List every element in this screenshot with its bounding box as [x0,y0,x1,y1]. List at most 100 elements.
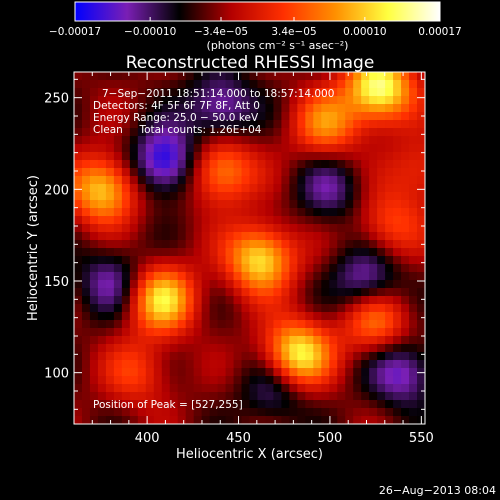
heatmap-cell [249,80,259,89]
heatmap-cell [273,328,283,337]
heatmap-cell [105,120,115,129]
heatmap-cell [273,216,283,225]
heatmap-cell [217,104,227,113]
heatmap-cell [409,304,418,313]
heatmap-cell [105,320,115,329]
heatmap-cell [393,376,402,385]
heatmap-cell [273,232,283,241]
heatmap-cell [113,288,123,297]
heatmap-cell [249,400,259,409]
heatmap-cell [185,296,195,305]
heatmap-cell [417,352,425,361]
heatmap-cell [305,104,314,113]
heatmap-cell [257,368,267,377]
heatmap-cell [161,400,171,409]
heatmap-cell [81,296,91,305]
heatmap-cell [161,392,171,401]
heatmap-cell [305,376,314,385]
heatmap-cell [74,208,83,217]
heatmap-cell [297,368,306,377]
heatmap-cell [417,120,425,129]
heatmap-cell [97,256,107,265]
heatmap-cell [297,160,306,169]
heatmap-cell [201,352,211,361]
heatmap-cell [153,376,163,385]
heatmap-cell [74,400,83,409]
heatmap-cell [313,320,322,329]
heatmap-cell [249,256,259,265]
heatmap-cell [201,360,211,369]
heatmap-cell [81,216,91,225]
heatmap-cell [137,280,147,289]
heatmap-cell [233,136,243,145]
heatmap-cell [353,200,362,209]
heatmap-cell [417,360,425,369]
heatmap-cell [105,296,115,305]
heatmap-cell [249,288,259,297]
heatmap-cell [241,72,251,81]
heatmap-cell [321,144,330,153]
heatmap-cell [193,80,203,89]
heatmap-cell [97,272,107,281]
heatmap-cell [81,336,91,345]
heatmap-cell [177,296,187,305]
heatmap-cell [233,248,243,257]
heatmap-cell [161,264,171,273]
heatmap-cell [129,152,139,161]
heatmap-cell [257,88,267,97]
heatmap-cell [249,184,259,193]
heatmap-cell [345,392,354,401]
heatmap-cell [257,312,267,321]
heatmap-cell [145,88,155,97]
heatmap-cell [281,368,290,377]
heatmap-cell [209,272,219,281]
heatmap-cell [329,400,338,409]
heatmap-cell [409,176,418,185]
heatmap-cell [353,384,362,393]
heatmap-cell [409,104,418,113]
heatmap-cell [377,320,386,329]
heatmap-cell [385,296,394,305]
heatmap-cell [129,216,139,225]
heatmap-cell [145,408,155,417]
heatmap-cell [393,304,402,313]
heatmap-cell [241,96,251,105]
heatmap-cell [353,392,362,401]
heatmap-cell [273,208,283,217]
heatmap-cell [225,80,235,89]
heatmap-cell [249,280,259,289]
heatmap-cell [289,312,298,321]
heatmap-cell [89,368,99,377]
x-axis-label: Heliocentric X (arcsec) [176,447,323,462]
heatmap-cell [361,232,370,241]
heatmap-cell [201,280,211,289]
heatmap-cell [81,96,91,105]
heatmap-cell [74,384,83,393]
heatmap-cell [289,192,298,201]
heatmap-cell [225,192,235,201]
heatmap-cell [329,264,338,273]
heatmap-cell [385,280,394,289]
heatmap-cell [217,400,227,409]
heatmap-cell [177,392,187,401]
heatmap-cell [305,80,314,89]
heatmap-cell [233,376,243,385]
heatmap-cell [377,376,386,385]
heatmap-cell [177,80,187,89]
heatmap-cell [74,416,83,424]
heatmap-cell [145,240,155,249]
heatmap-cell [169,368,179,377]
heatmap-cell [81,248,91,257]
heatmap-cell [249,320,259,329]
heatmap-cell [265,200,275,209]
heatmap-cell [81,352,91,361]
heatmap-cell [225,128,235,137]
heatmap-cell [89,320,99,329]
heatmap-cell [97,88,107,97]
heatmap-cell [273,240,283,249]
heatmap-cell [305,248,314,257]
heatmap-cell [313,288,322,297]
heatmap-cell [129,272,139,281]
heatmap-cell [161,72,171,81]
heatmap-cell [105,72,115,81]
